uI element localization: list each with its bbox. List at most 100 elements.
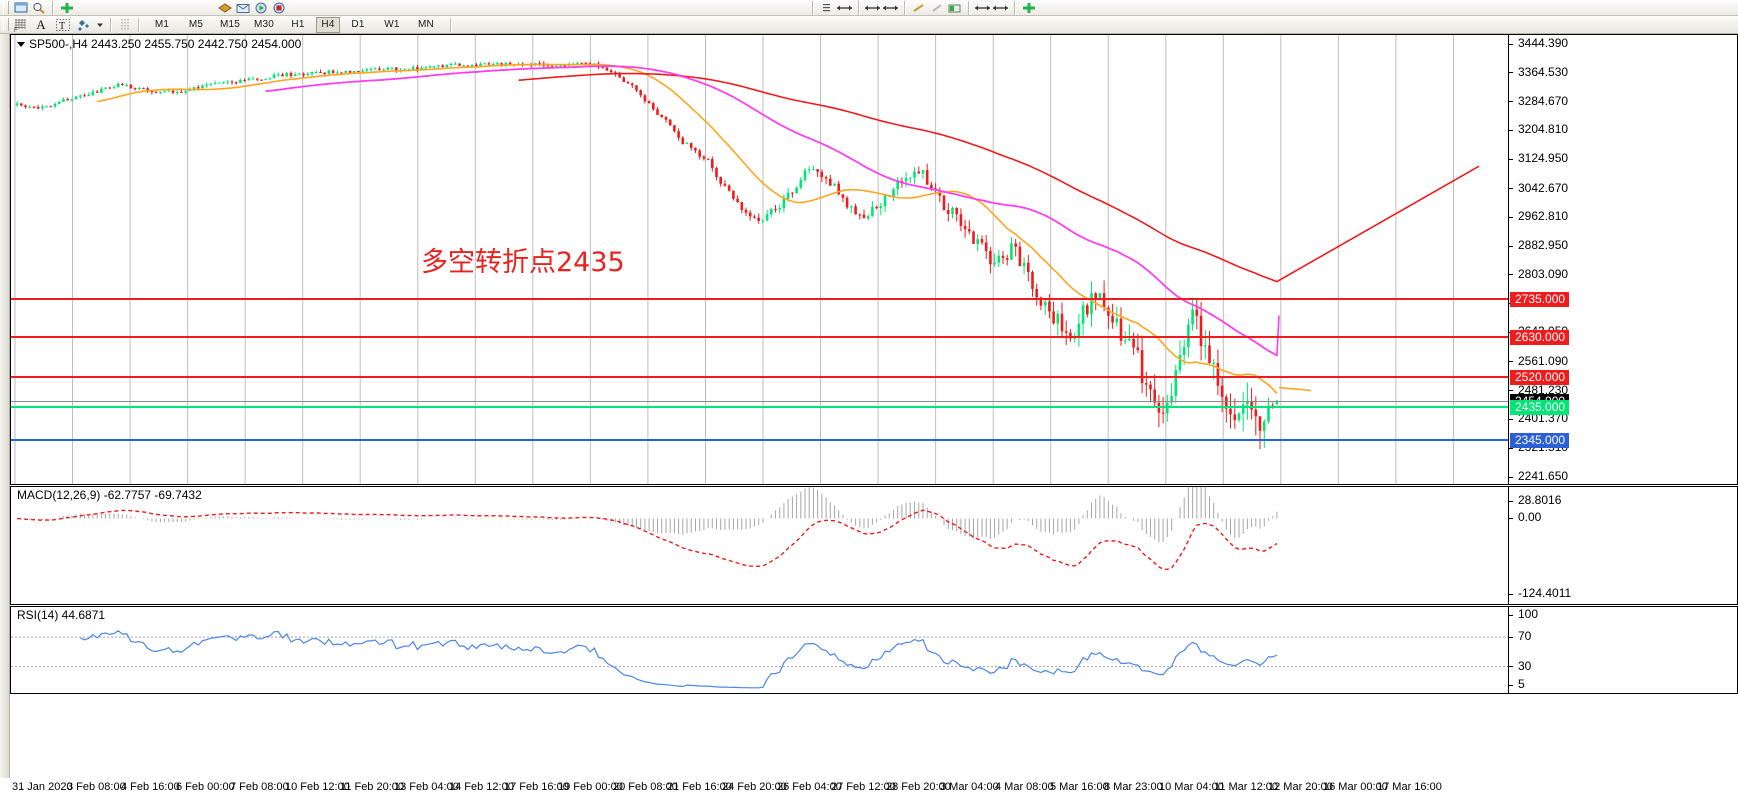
text-label-icon[interactable]: A: [36, 16, 46, 32]
toolbar-separator: [52, 0, 54, 15]
toolbar-row-1[interactable]: [0, 0, 1738, 16]
macd-plot[interactable]: [11, 487, 1737, 604]
price-level-line-pivot[interactable]: [11, 406, 1737, 409]
rsi-label: RSI(14) 44.6871: [17, 608, 106, 622]
time-axis-label: 17 Feb 16:00: [504, 781, 569, 793]
grid-icon[interactable]: F: [12, 18, 30, 32]
toolbar-separator-6: [1014, 0, 1016, 15]
chevron-down-icon[interactable]: [94, 18, 106, 32]
timeframe-m30[interactable]: M30: [253, 19, 275, 30]
chart-area[interactable]: SP500-,H4 2443.250 2455.750 2442.750 245…: [0, 34, 1738, 796]
chart-window-icon[interactable]: [12, 1, 30, 15]
chart-annotation: 多空转折点2435: [421, 247, 625, 278]
crosshair-icon[interactable]: [836, 1, 854, 15]
time-axis-label: 3 Mar 04:00: [940, 781, 999, 793]
time-axis-label: 7 Feb 08:00: [230, 781, 289, 793]
time-axis-label: 16 Mar 00:00: [1323, 781, 1388, 793]
time-axis-label: 11 Feb 20:00: [340, 781, 405, 793]
toolbar-separator-4: [904, 0, 906, 15]
new-order-icon[interactable]: [58, 1, 76, 15]
time-axis-label: 28 Feb 20:00: [886, 781, 951, 793]
time-axis-label: 4 Mar 08:00: [995, 781, 1054, 793]
timeframe-d1[interactable]: D1: [351, 19, 365, 30]
toolbar-row-2[interactable]: F A T M1 M5 M15 M30 H1 H4 D1 W1 MN: [0, 16, 1738, 34]
price-level-line-resistance[interactable]: [11, 375, 1737, 378]
horizontal-line-icon[interactable]: [864, 1, 882, 15]
timeframe-m15[interactable]: M15: [219, 19, 241, 30]
time-axis-label: 26 Feb 04:00: [777, 781, 842, 793]
text-object-icon[interactable]: T: [52, 18, 74, 32]
price-pane[interactable]: SP500-,H4 2443.250 2455.750 2442.750 245…: [10, 34, 1738, 485]
time-axis-label: 17 Mar 16:00: [1377, 781, 1442, 793]
macd-chart-svg: [17, 487, 1278, 570]
time-axis-label: 10 Feb 12:00: [285, 781, 350, 793]
symbol-info-label: SP500-,H4 2443.250 2455.750 2442.750 245…: [17, 37, 301, 51]
list-icon[interactable]: [818, 1, 836, 15]
timeframe-h1[interactable]: H1: [291, 19, 305, 30]
pencil-icon[interactable]: [928, 1, 946, 15]
time-axis-label: 6 Feb 00:00: [176, 781, 235, 793]
rsi-plot[interactable]: [11, 607, 1737, 693]
time-axis-label: 19 Feb 00:00: [558, 781, 623, 793]
toolbar-grip[interactable]: [3, 1, 9, 14]
time-axis-label: 3 Feb 08:00: [67, 781, 126, 793]
toolbar-separator-5: [968, 0, 970, 15]
price-level-line-resistance[interactable]: [11, 298, 1737, 301]
add-indicator-icon[interactable]: [1020, 1, 1038, 15]
macd-label: MACD(12,26,9) -62.7757 -69.7432: [17, 488, 202, 502]
left-scrollbar[interactable]: [0, 34, 10, 778]
toolbar-separator-8: [138, 17, 140, 32]
timeframe-m5[interactable]: M5: [188, 19, 204, 30]
price-level-label-resistance[interactable]: 2735.000: [1510, 292, 1570, 308]
price-level-label-resistance[interactable]: 2520.000: [1510, 369, 1570, 385]
objects-icon[interactable]: [74, 18, 94, 32]
time-axis-label: 14 Feb 12:00: [449, 781, 514, 793]
time-axis-label: 4 Feb 16:00: [121, 781, 180, 793]
macd-scale[interactable]: 28.8016 0.00 -124.4011: [1508, 487, 1737, 604]
price-level-line-support[interactable]: [11, 438, 1737, 441]
time-axis-label: 27 Feb 12:00: [831, 781, 896, 793]
fib-icon[interactable]: [974, 1, 992, 15]
expert-advisor-icon[interactable]: [216, 1, 234, 15]
toolbar-separator-2: [812, 0, 814, 15]
rsi-scale[interactable]: 100 70 30 5: [1508, 607, 1737, 693]
collapse-arrow-icon[interactable]: [17, 42, 25, 48]
timeframe-m1[interactable]: M1: [154, 19, 170, 30]
timeframe-h4[interactable]: H4: [316, 16, 340, 33]
chart-panes: SP500-,H4 2443.250 2455.750 2442.750 245…: [10, 34, 1738, 778]
stop-icon[interactable]: [270, 1, 288, 15]
rsi-pane[interactable]: RSI(14) 44.6871 100 70 30 5: [10, 606, 1738, 694]
price-level-line-resistance[interactable]: [11, 336, 1737, 339]
price-plot[interactable]: [11, 35, 1737, 484]
price-level-label-resistance[interactable]: 2630.000: [1510, 330, 1570, 346]
mail-icon[interactable]: [234, 1, 252, 15]
price-level-label-pivot[interactable]: 2435.000: [1510, 400, 1570, 416]
time-axis-label: 31 Jan 2020: [12, 781, 73, 793]
zoom-icon[interactable]: [30, 1, 48, 15]
time-axis-label: 20 Feb 08:00: [613, 781, 678, 793]
time-axis-label: 21 Feb 16:00: [667, 781, 732, 793]
svg-text:F: F: [14, 28, 18, 32]
time-axis-label: 24 Feb 20:00: [722, 781, 787, 793]
trendline-icon[interactable]: [910, 1, 928, 15]
toolbar-grip-2[interactable]: [3, 18, 9, 31]
timeframe-mn[interactable]: MN: [418, 19, 434, 30]
toolbar-separator-7: [110, 17, 112, 32]
time-axis-label: 8 Mar 23:00: [1104, 781, 1163, 793]
price-level-label-support[interactable]: 2345.000: [1510, 432, 1570, 448]
compile-icon[interactable]: [252, 1, 270, 15]
timeframe-w1[interactable]: W1: [384, 19, 400, 30]
toolbar-separator-3: [858, 0, 860, 15]
period-separator-icon[interactable]: [116, 18, 134, 32]
fib-arc-icon[interactable]: [992, 1, 1010, 15]
time-axis: 31 Jan 2020 3 Feb 08:00 4 Feb 16:00 6 Feb 0…: [10, 780, 1738, 796]
vertical-line-icon[interactable]: [882, 1, 900, 15]
price-scale[interactable]: 3444.390 3364.530 3284.670 3204.810 3124.950…: [1508, 35, 1737, 484]
time-axis-label: 13 Feb 04:00: [394, 781, 459, 793]
macd-pane[interactable]: MACD(12,26,9) -62.7757 -69.7432 28.8016 0…: [10, 486, 1738, 605]
time-axis-label: 5 Mar 16:00: [1050, 781, 1109, 793]
svg-text:T: T: [59, 21, 65, 32]
time-axis-label: 12 Mar 20:00: [1268, 781, 1333, 793]
text-box-icon[interactable]: [946, 1, 964, 15]
time-axis-label: 10 Mar 04:00: [1159, 781, 1224, 793]
